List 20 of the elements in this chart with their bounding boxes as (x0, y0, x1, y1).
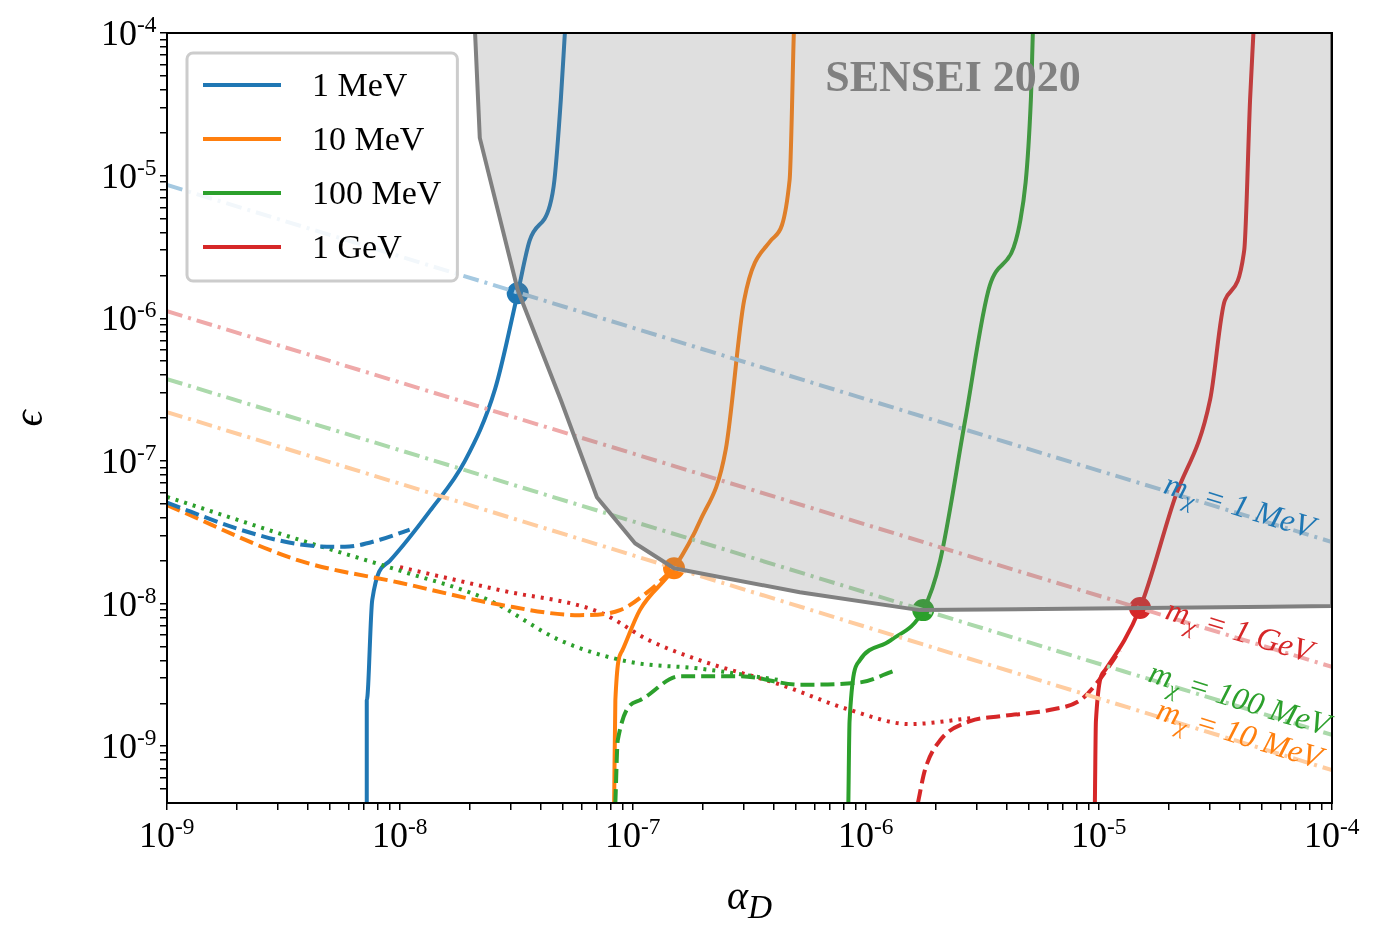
y-tick-label: 10$^{-8}$ (101, 581, 157, 624)
annotation: mχ = 1 MeV (1160, 465, 1323, 546)
legend-label: 1 GeV (312, 227, 403, 265)
x-tick-label: 10$^{-8}$ (372, 813, 428, 855)
y-tick-label: 10$^{-6}$ (101, 296, 157, 339)
y-tick-label: 10$^{-4}$ (101, 11, 157, 53)
x-tick-label: 10$^{-6}$ (838, 813, 894, 855)
legend-label: 10 MeV (312, 119, 425, 157)
x-tick-label: 10$^{-5}$ (1071, 813, 1127, 855)
annotation: mχ = 1 GeV (1161, 590, 1321, 671)
x-tick-label: 10$^{-4}$ (1304, 813, 1360, 855)
x-tick-label: 10$^{-7}$ (605, 813, 661, 855)
y-tick-label: 10$^{-9}$ (101, 724, 157, 767)
y-tick-label: 10$^{-5}$ (101, 153, 157, 196)
x-tick-label: 10$^{-9}$ (139, 813, 195, 855)
y-axis-title: ϵ (4, 408, 52, 429)
legend-label: 100 MeV (312, 173, 442, 211)
x-axis-title: α$_{D}$ (725, 872, 774, 925)
y-tick-label: 10$^{-7}$ (101, 438, 157, 481)
legend-label: 1 MeV (312, 65, 408, 103)
